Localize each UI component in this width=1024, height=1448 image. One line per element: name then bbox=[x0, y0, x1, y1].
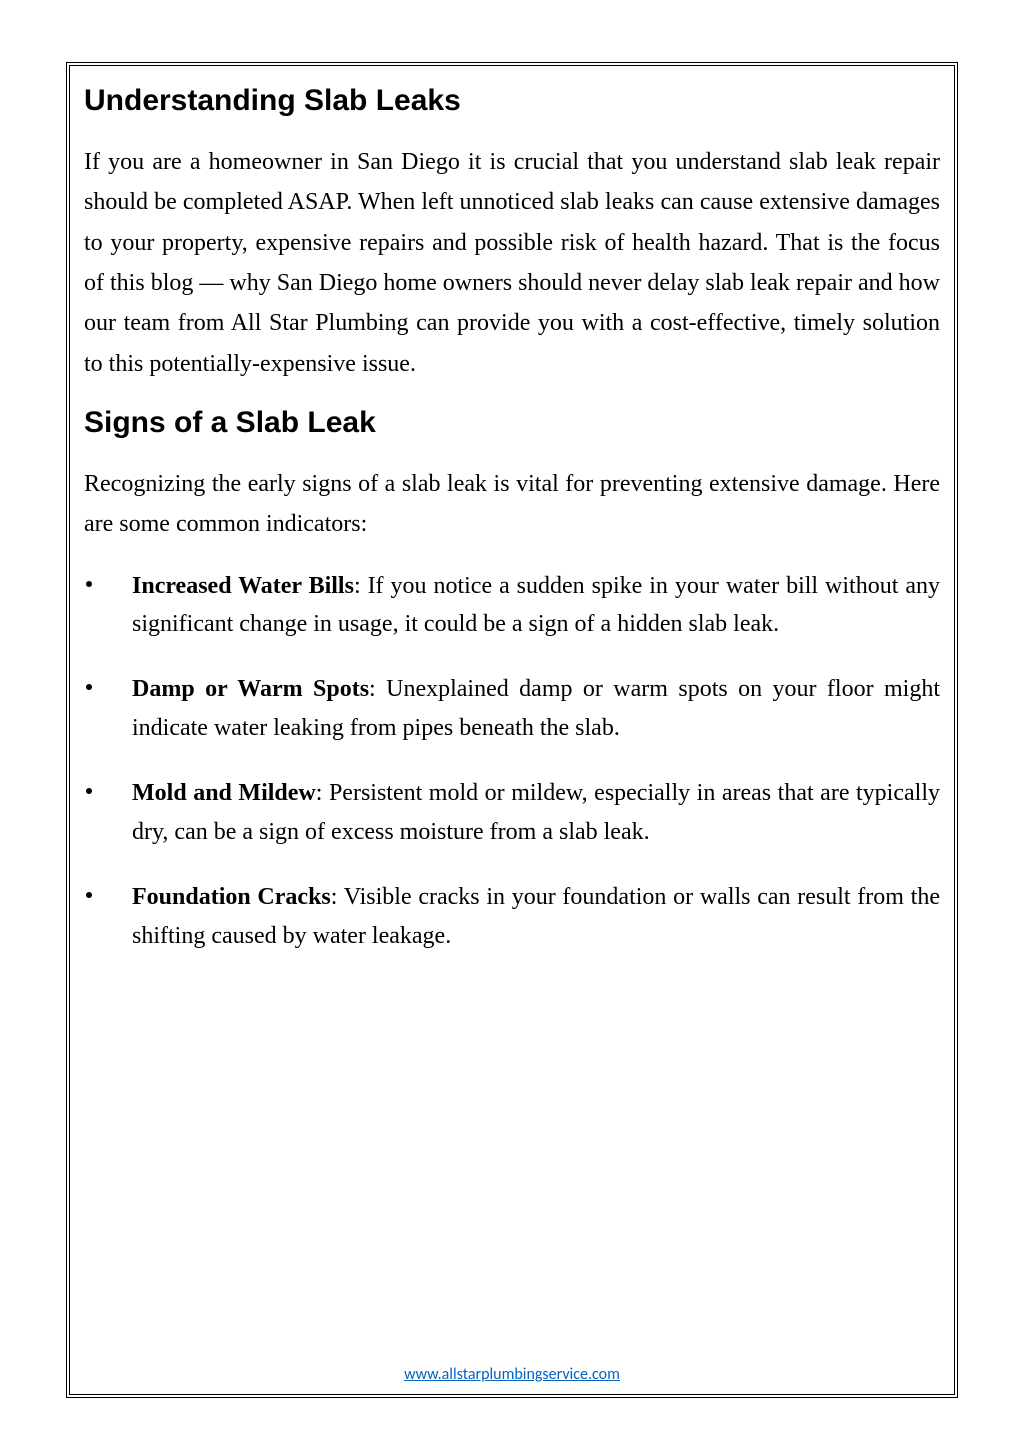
list-item-text: Increased Water Bills: If you notice a s… bbox=[132, 567, 940, 645]
intro-paragraph: If you are a homeowner in San Diego it i… bbox=[84, 142, 940, 384]
list-item-strong: Mold and Mildew bbox=[132, 780, 316, 806]
page: Understanding Slab Leaks If you are a ho… bbox=[0, 0, 1024, 1448]
signs-list: Increased Water Bills: If you notice a s… bbox=[84, 567, 940, 956]
heading-understanding: Understanding Slab Leaks bbox=[84, 84, 940, 118]
bullet-icon bbox=[86, 788, 92, 794]
signs-intro-paragraph: Recognizing the early signs of a slab le… bbox=[84, 464, 940, 545]
list-item: Increased Water Bills: If you notice a s… bbox=[84, 567, 940, 645]
document-border: Understanding Slab Leaks If you are a ho… bbox=[66, 62, 958, 1398]
list-item-strong: Damp or Warm Spots bbox=[132, 676, 369, 702]
list-item-text: Mold and Mildew: Persistent mold or mild… bbox=[132, 774, 940, 852]
list-item: Mold and Mildew: Persistent mold or mild… bbox=[84, 774, 940, 852]
footer: www.allstarplumbingservice.com bbox=[70, 1365, 954, 1384]
footer-link[interactable]: www.allstarplumbingservice.com bbox=[404, 1365, 620, 1384]
heading-signs: Signs of a Slab Leak bbox=[84, 406, 940, 440]
bullet-icon bbox=[86, 684, 92, 690]
content-area: Understanding Slab Leaks If you are a ho… bbox=[84, 84, 940, 956]
list-item-text: Foundation Cracks: Visible cracks in you… bbox=[132, 878, 940, 956]
list-item: Foundation Cracks: Visible cracks in you… bbox=[84, 878, 940, 956]
bullet-icon bbox=[86, 581, 92, 587]
bullet-icon bbox=[86, 892, 92, 898]
list-item-text: Damp or Warm Spots: Unexplained damp or … bbox=[132, 670, 940, 748]
list-item: Damp or Warm Spots: Unexplained damp or … bbox=[84, 670, 940, 748]
list-item-strong: Increased Water Bills bbox=[132, 573, 354, 599]
list-item-strong: Foundation Cracks bbox=[132, 884, 331, 910]
